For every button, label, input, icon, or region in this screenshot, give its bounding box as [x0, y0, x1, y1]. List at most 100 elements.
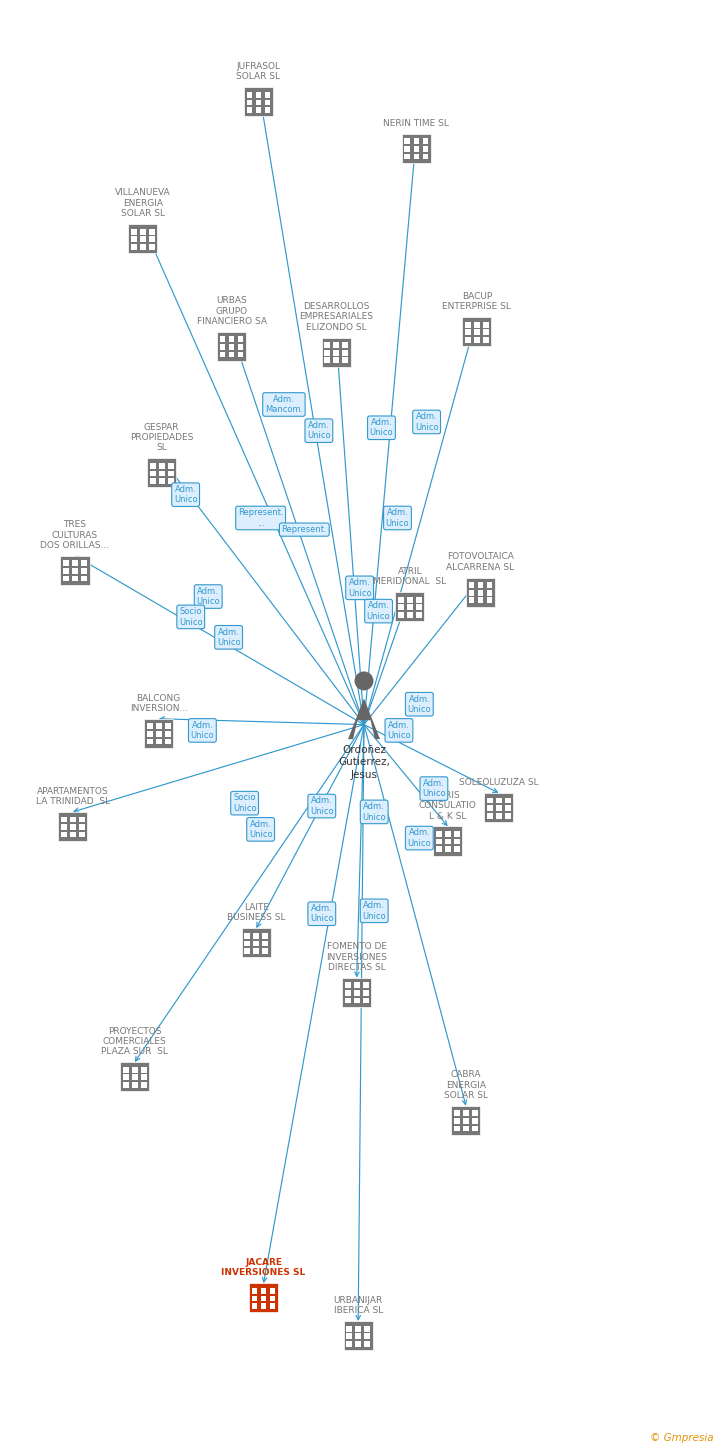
- FancyBboxPatch shape: [345, 998, 351, 1004]
- FancyBboxPatch shape: [333, 358, 339, 364]
- FancyBboxPatch shape: [454, 1110, 460, 1116]
- FancyBboxPatch shape: [422, 138, 428, 144]
- FancyBboxPatch shape: [217, 332, 246, 361]
- FancyBboxPatch shape: [472, 1126, 478, 1132]
- FancyBboxPatch shape: [325, 342, 331, 348]
- Polygon shape: [348, 698, 380, 739]
- FancyBboxPatch shape: [474, 338, 480, 343]
- FancyBboxPatch shape: [167, 463, 173, 469]
- FancyBboxPatch shape: [253, 933, 259, 938]
- FancyBboxPatch shape: [407, 597, 413, 602]
- Text: Adm.
Unico: Adm. Unico: [422, 778, 446, 799]
- Text: Adm.
Unico: Adm. Unico: [408, 828, 431, 848]
- FancyBboxPatch shape: [466, 578, 495, 607]
- FancyBboxPatch shape: [454, 1117, 460, 1123]
- FancyBboxPatch shape: [469, 582, 475, 588]
- Text: Adm.
Unico: Adm. Unico: [348, 578, 371, 598]
- FancyBboxPatch shape: [487, 813, 493, 819]
- Text: Adm.
Unico: Adm. Unico: [386, 508, 409, 528]
- FancyBboxPatch shape: [149, 236, 154, 242]
- FancyBboxPatch shape: [465, 322, 471, 327]
- Text: FOMENTO DE
INVERSIONES
DIRECTAS SL: FOMENTO DE INVERSIONES DIRECTAS SL: [326, 943, 387, 972]
- Text: Adm.
Unico: Adm. Unico: [363, 901, 386, 921]
- Text: Adm.
Unico: Adm. Unico: [370, 418, 393, 438]
- FancyBboxPatch shape: [131, 244, 137, 250]
- FancyBboxPatch shape: [253, 940, 259, 946]
- Text: ATRIL
MERIDIONAL  SL: ATRIL MERIDIONAL SL: [373, 567, 446, 586]
- FancyBboxPatch shape: [237, 343, 243, 349]
- FancyBboxPatch shape: [252, 1288, 258, 1293]
- Text: Socio
Unico: Socio Unico: [233, 793, 256, 813]
- FancyBboxPatch shape: [496, 813, 502, 819]
- Text: Adm.
Unico: Adm. Unico: [310, 796, 333, 816]
- FancyBboxPatch shape: [123, 1074, 129, 1080]
- FancyBboxPatch shape: [465, 329, 471, 335]
- Text: © Gmpresia: © Gmpresia: [650, 1433, 713, 1443]
- FancyBboxPatch shape: [128, 224, 157, 253]
- FancyBboxPatch shape: [256, 99, 261, 105]
- FancyBboxPatch shape: [61, 832, 67, 838]
- FancyBboxPatch shape: [144, 719, 173, 748]
- FancyBboxPatch shape: [355, 1342, 361, 1347]
- FancyBboxPatch shape: [436, 847, 442, 853]
- Text: BACUP
ENTERPRISE SL: BACUP ENTERPRISE SL: [443, 292, 511, 311]
- FancyBboxPatch shape: [81, 560, 87, 566]
- FancyBboxPatch shape: [63, 560, 69, 566]
- FancyBboxPatch shape: [364, 1333, 370, 1339]
- FancyBboxPatch shape: [496, 797, 502, 803]
- Text: Adm.
Unico: Adm. Unico: [307, 420, 331, 441]
- FancyBboxPatch shape: [398, 597, 404, 602]
- FancyBboxPatch shape: [454, 847, 459, 853]
- FancyBboxPatch shape: [483, 338, 488, 343]
- Text: FOTOVOLTAICA
ALCARRENA SL: FOTOVOLTAICA ALCARRENA SL: [446, 553, 515, 572]
- FancyBboxPatch shape: [445, 838, 451, 844]
- FancyBboxPatch shape: [454, 838, 459, 844]
- FancyBboxPatch shape: [245, 933, 250, 938]
- FancyBboxPatch shape: [247, 108, 253, 113]
- FancyBboxPatch shape: [462, 317, 491, 346]
- FancyBboxPatch shape: [167, 470, 173, 476]
- FancyBboxPatch shape: [445, 847, 451, 853]
- FancyBboxPatch shape: [261, 1288, 266, 1293]
- FancyBboxPatch shape: [345, 989, 351, 995]
- FancyBboxPatch shape: [61, 824, 67, 829]
- Text: JUFRASOL
SOLAR SL: JUFRASOL SOLAR SL: [237, 63, 280, 81]
- Text: APARTAMENTOS
LA TRINIDAD  SL: APARTAMENTOS LA TRINIDAD SL: [36, 787, 110, 806]
- FancyBboxPatch shape: [72, 560, 78, 566]
- FancyBboxPatch shape: [486, 582, 492, 588]
- FancyBboxPatch shape: [486, 598, 492, 604]
- FancyBboxPatch shape: [165, 739, 170, 745]
- FancyBboxPatch shape: [229, 343, 234, 349]
- Text: Represent.
...: Represent. ...: [238, 508, 283, 528]
- Text: Adm.
Unico: Adm. Unico: [217, 627, 240, 647]
- Ellipse shape: [355, 671, 373, 691]
- FancyBboxPatch shape: [483, 322, 488, 327]
- Text: URBAS
GRUPO
FINANCIERO SA: URBAS GRUPO FINANCIERO SA: [197, 297, 266, 326]
- FancyBboxPatch shape: [347, 1333, 352, 1339]
- FancyBboxPatch shape: [229, 352, 234, 358]
- FancyBboxPatch shape: [505, 813, 510, 819]
- FancyBboxPatch shape: [120, 1062, 149, 1091]
- FancyBboxPatch shape: [496, 805, 502, 810]
- FancyBboxPatch shape: [474, 322, 480, 327]
- FancyBboxPatch shape: [61, 816, 67, 822]
- FancyBboxPatch shape: [262, 933, 268, 938]
- Text: SOLEOLUZUZA SL: SOLEOLUZUZA SL: [459, 778, 539, 787]
- FancyBboxPatch shape: [156, 739, 162, 745]
- FancyBboxPatch shape: [264, 92, 270, 97]
- FancyBboxPatch shape: [405, 138, 411, 144]
- FancyBboxPatch shape: [165, 730, 170, 736]
- FancyBboxPatch shape: [79, 832, 84, 838]
- Text: Adm.
Unico: Adm. Unico: [197, 586, 220, 607]
- FancyBboxPatch shape: [261, 1304, 266, 1310]
- FancyBboxPatch shape: [150, 463, 156, 469]
- FancyBboxPatch shape: [156, 723, 162, 729]
- FancyBboxPatch shape: [478, 598, 483, 604]
- FancyBboxPatch shape: [433, 826, 462, 856]
- FancyBboxPatch shape: [505, 797, 510, 803]
- FancyBboxPatch shape: [487, 797, 493, 803]
- FancyBboxPatch shape: [505, 805, 510, 810]
- FancyBboxPatch shape: [463, 1126, 469, 1132]
- FancyBboxPatch shape: [414, 138, 419, 144]
- FancyBboxPatch shape: [355, 1326, 361, 1331]
